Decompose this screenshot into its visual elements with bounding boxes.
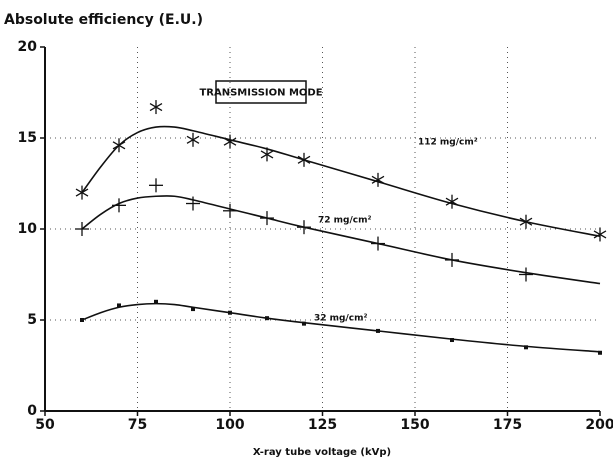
- y-tick-label: 10: [18, 221, 38, 237]
- data-point: [593, 227, 607, 242]
- data-point: [223, 203, 237, 218]
- data-point: [450, 338, 454, 343]
- data-point: [265, 316, 269, 321]
- data-point: [519, 214, 533, 229]
- fit-curve: [81, 302, 601, 353]
- marker-stroke: [371, 175, 385, 184]
- marker-square: [191, 307, 195, 312]
- data-point: [112, 198, 126, 213]
- series-label: 72 mg/cm²: [318, 216, 371, 226]
- marker-square: [376, 328, 380, 333]
- data-point: [112, 138, 126, 153]
- marker-square: [80, 318, 84, 322]
- data-point: [445, 252, 459, 267]
- marker-stroke: [445, 197, 459, 206]
- data-point: [260, 147, 274, 162]
- data-point: [223, 134, 237, 149]
- marker-stroke: [186, 135, 200, 144]
- data-point: [371, 172, 385, 187]
- marker-square: [524, 345, 528, 350]
- data-point: [297, 152, 311, 167]
- fit-curve: [81, 195, 601, 285]
- annotation-box: [215, 80, 307, 104]
- data-point: [297, 220, 311, 235]
- annotation: TRANSMISSION MODE: [199, 88, 322, 99]
- data-point: [191, 307, 195, 312]
- data-point: [117, 303, 121, 308]
- x-tick-label: 150: [400, 417, 429, 433]
- y-tick-label: 5: [27, 312, 37, 328]
- y-tick-label: 0: [27, 403, 37, 419]
- marker-stroke: [260, 150, 274, 159]
- data-point: [376, 328, 380, 333]
- x-tick-label: 50: [35, 417, 55, 433]
- series-label: 112 mg/cm²: [418, 138, 478, 148]
- x-axis-label: X-ray tube voltage (kVp): [253, 447, 391, 458]
- marker-stroke: [519, 217, 533, 226]
- data-point: [524, 345, 528, 350]
- marker-square: [117, 303, 121, 308]
- data-point: [75, 185, 89, 200]
- y-tick-label: 15: [18, 130, 37, 146]
- data-point: [598, 350, 602, 355]
- marker-square: [302, 321, 306, 326]
- marker-stroke: [223, 137, 237, 146]
- data-point: [260, 211, 274, 226]
- marker-square: [265, 316, 269, 321]
- data-point: [149, 100, 163, 115]
- marker-square: [228, 310, 232, 315]
- series-label: 32 mg/cm²: [314, 314, 367, 324]
- marker-stroke: [297, 155, 311, 164]
- x-tick-label: 100: [215, 417, 244, 433]
- marker-stroke: [112, 141, 126, 150]
- data-point: [371, 236, 385, 251]
- data-point: [154, 299, 158, 304]
- x-tick-label: 175: [493, 417, 522, 433]
- marker-square: [450, 338, 454, 343]
- data-point: [149, 178, 163, 193]
- data-point: [80, 318, 84, 322]
- x-tick-label: 75: [128, 417, 147, 433]
- data-point: [445, 194, 459, 209]
- data-point: [75, 222, 89, 236]
- marker-stroke: [149, 102, 163, 112]
- data-point: [519, 267, 533, 282]
- marker-square: [154, 299, 158, 304]
- marker-square: [598, 350, 602, 355]
- chart-title: Absolute efficiency (E.U.): [4, 12, 203, 28]
- y-tick-label: 20: [18, 39, 38, 55]
- marker-stroke: [75, 188, 89, 197]
- data-point: [186, 196, 200, 211]
- marker-stroke: [593, 230, 607, 239]
- data-point: [186, 132, 200, 147]
- data-point: [228, 310, 232, 315]
- data-point: [302, 321, 306, 326]
- x-tick-label: 125: [308, 417, 337, 433]
- x-tick-label: 200: [585, 417, 613, 433]
